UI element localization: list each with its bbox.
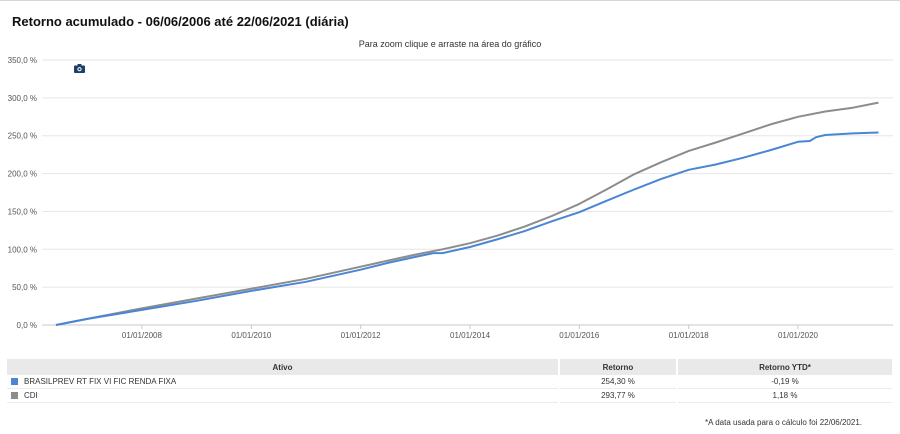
assets-table: Ativo Retorno Retorno YTD* BRASILPREV RT… xyxy=(7,359,892,403)
page-title: Retorno acumulado - 06/06/2006 até 22/06… xyxy=(12,14,349,29)
header-ativo[interactable]: Ativo xyxy=(7,359,559,375)
table-header-row: Ativo Retorno Retorno YTD* xyxy=(7,359,892,375)
camera-icon[interactable] xyxy=(74,64,85,73)
footnote: *A data usada para o cálculo foi 22/06/2… xyxy=(704,418,862,427)
y-tick-label: 200,0 % xyxy=(8,170,37,179)
x-tick-label: 01/01/2014 xyxy=(450,331,491,340)
series-color-swatch xyxy=(11,378,18,385)
series-line-cdi xyxy=(55,101,879,326)
top-divider xyxy=(0,0,900,1)
table-row: BRASILPREV RT FIX VI FIC RENDA FIXA 254,… xyxy=(7,375,892,389)
retorno-value: 293,77 % xyxy=(558,388,677,403)
header-retorno[interactable]: Retorno xyxy=(558,359,677,375)
y-tick-label: 350,0 % xyxy=(8,56,37,65)
retorno-ytd-value: 1,18 % xyxy=(676,388,892,403)
chart-area[interactable]: 0,0 % 50,0 % 100,0 % 150,0 % 200,0 % 250,0 % 3… xyxy=(0,48,900,348)
x-tick-label: 01/01/2010 xyxy=(231,331,272,340)
y-tick-label: 150,0 % xyxy=(8,207,37,216)
asset-name: CDI xyxy=(24,391,38,400)
zoom-hint: Para zoom clique e arraste na área do gr… xyxy=(358,39,542,49)
asset-cell: BRASILPREV RT FIX VI FIC RENDA FIXA xyxy=(7,375,559,389)
table-row: CDI 293,77 % 1,18 % xyxy=(7,388,892,403)
series-color-swatch xyxy=(11,392,18,399)
asset-name: BRASILPREV RT FIX VI FIC RENDA FIXA xyxy=(24,377,177,386)
x-tick-label: 01/01/2018 xyxy=(669,331,710,340)
y-tick-label: 0,0 % xyxy=(17,321,37,330)
y-tick-label: 300,0 % xyxy=(8,94,37,103)
x-tick-label: 01/01/2012 xyxy=(341,331,382,340)
y-tick-label: 50,0 % xyxy=(12,283,37,292)
x-tick-label: 01/01/2016 xyxy=(559,331,600,340)
header-retorno-ytd[interactable]: Retorno YTD* xyxy=(676,359,892,375)
series-line-brasilprev xyxy=(55,131,879,326)
x-tick-label: 01/01/2008 xyxy=(122,331,163,340)
x-tick-label: 01/01/2020 xyxy=(778,331,819,340)
y-tick-label: 100,0 % xyxy=(8,245,37,254)
retorno-value: 254,30 % xyxy=(558,375,677,389)
retorno-ytd-value: -0,19 % xyxy=(676,375,892,389)
y-tick-label: 250,0 % xyxy=(8,132,37,141)
asset-cell: CDI xyxy=(7,388,559,403)
